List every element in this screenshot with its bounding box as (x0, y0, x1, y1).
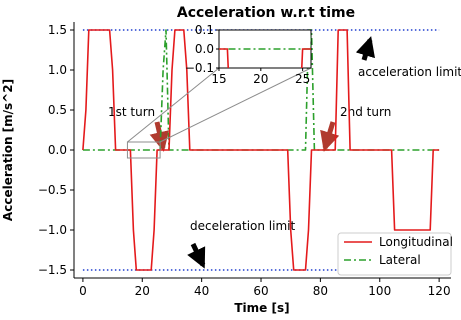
annotation-text: deceleration limit (190, 219, 295, 233)
y-axis-label: Acceleration [m/s^2] (1, 79, 15, 221)
longitudinal-line (82, 29, 440, 271)
legend-label: Lateral (379, 253, 421, 267)
x-tick-label: 0 (79, 284, 87, 298)
annotation-text: acceleration limit (358, 65, 461, 79)
x-tick-label: 120 (428, 284, 451, 298)
x-tick-label: 40 (194, 284, 209, 298)
annotation-arrow (320, 121, 340, 152)
annotation-text: 2nd turn (340, 105, 391, 119)
y-tick-label: 0.5 (48, 103, 67, 117)
y-tick-label: 1.0 (48, 63, 67, 77)
x-tick-label: 60 (253, 284, 268, 298)
inset-y-tick-label: −0.1 (185, 61, 214, 75)
inset-lateral-line (219, 30, 311, 50)
legend-label: Longitudinal (379, 235, 453, 249)
inset-x-tick-label: 25 (295, 72, 310, 86)
y-tick-label: −0.5 (38, 183, 67, 197)
x-axis-label: Time [s] (234, 301, 289, 315)
x-tick-label: 20 (135, 284, 150, 298)
zoom-connector (159, 67, 312, 143)
inset-y-tick-label: 0.1 (195, 23, 214, 37)
chart-title: Acceleration w.r.t time (177, 5, 355, 21)
x-tick-label: 100 (368, 284, 391, 298)
annotation-arrow (187, 242, 206, 269)
inset-x-tick-label: 20 (253, 72, 268, 86)
inset-x-tick-label: 15 (211, 72, 226, 86)
zoom-source-box (126, 141, 161, 159)
y-tick-label: −1.0 (38, 223, 67, 237)
annotation-arrow (355, 36, 375, 61)
inset-y-tick-label: 0.0 (195, 42, 214, 56)
lateral-line (82, 29, 440, 151)
zoom-connector (127, 67, 220, 143)
axes: 0 20 40 60 80 100 120 1.5 1.0 0.5 0.0 −0.5 −1.0 −1.5 (38, 22, 451, 298)
legend: Longitudinal Lateral (337, 232, 453, 276)
zoom-inset: 15 20 25 0.1 0.0 −0.1 (126, 23, 312, 159)
y-tick-label: 0.0 (48, 143, 67, 157)
y-tick-label: 1.5 (48, 23, 67, 37)
y-tick-label: −1.5 (38, 263, 67, 277)
x-tick-label: 80 (313, 284, 328, 298)
annotation-text: 1st turn (108, 105, 155, 119)
annotations: acceleration limit deceleration limit 1st … (108, 36, 461, 269)
legend-box (337, 232, 452, 276)
inset-lines (219, 30, 311, 68)
